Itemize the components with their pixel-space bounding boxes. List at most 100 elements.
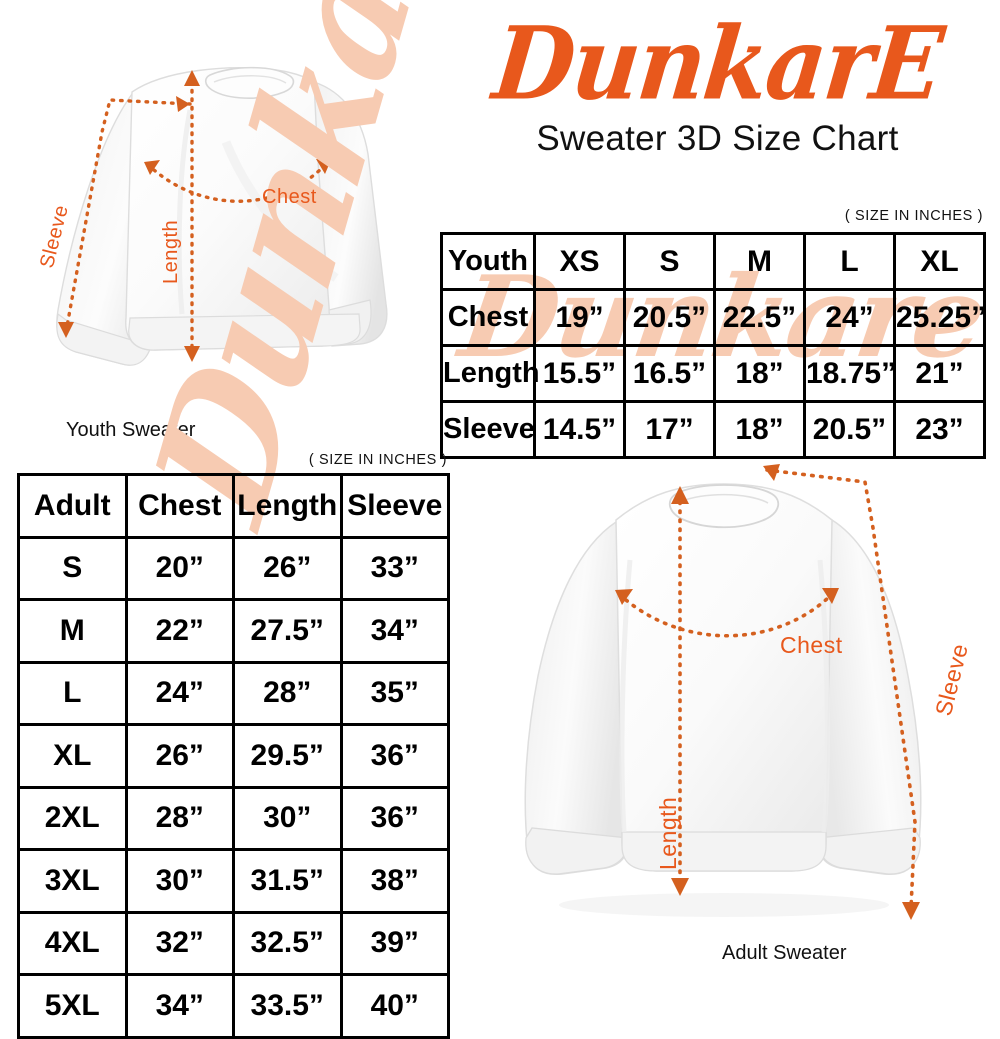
- adult-size-5xl: 5XL: [17, 973, 128, 1039]
- adult-sleeve-arrow-line: [765, 468, 917, 910]
- adult-sleeve-4xl: 39”: [339, 910, 450, 976]
- adult-size-l: L: [17, 660, 128, 726]
- youth-header-cell-4: L: [803, 232, 896, 291]
- adult-header-cell-0: Adult: [17, 473, 128, 539]
- youth-table-header-row: Youth XS S M L XL: [440, 232, 986, 291]
- adult-length-arrow-head-top: [671, 486, 689, 504]
- table-row: S 20” 26” 33”: [17, 535, 450, 601]
- youth-header-cell-2: S: [623, 232, 716, 291]
- youth-sleeve-arrow-line: [64, 98, 192, 334]
- youth-collar: [204, 66, 295, 99]
- adult-chest-3xl: 30”: [124, 848, 235, 914]
- page-title: Sweater 3D Size Chart: [536, 119, 899, 159]
- dunkare-logo: DunkarE: [488, 4, 947, 123]
- adult-length-s: 26”: [232, 535, 343, 601]
- adult-sleeve-2xl: 36”: [339, 785, 450, 851]
- adult-length-arrow-head-bottom: [671, 878, 689, 896]
- adult-chest-m: 22”: [124, 598, 235, 664]
- table-row: L 24” 28” 35”: [17, 660, 450, 726]
- adult-chest-arrow-head-right: [822, 588, 839, 604]
- adult-drop-shadow: [559, 893, 889, 917]
- adult-length-2xl: 30”: [232, 785, 343, 851]
- youth-sweater-caption: Youth Sweater: [66, 419, 196, 441]
- adult-size-4xl: 4XL: [17, 910, 128, 976]
- youth-sleeve-s: 17”: [623, 400, 716, 459]
- adult-header-cell-3: Sleeve: [339, 473, 450, 539]
- table-row: 3XL 30” 31.5” 38”: [17, 848, 450, 914]
- table-row: Length 15.5” 16.5” 18” 18.75” 21”: [440, 344, 986, 403]
- youth-size-table: Youth XS S M L XL Chest 19” 20.5” 22.5” …: [440, 232, 986, 459]
- youth-chest-arrow-head-left: [144, 160, 160, 175]
- adult-chest-arrow-head-left: [615, 589, 633, 605]
- youth-row-label-length: Length: [440, 344, 540, 403]
- youth-chest-m: 22.5”: [713, 288, 806, 347]
- adult-right-sleeve: [816, 518, 922, 876]
- adult-length-4xl: 32.5”: [232, 910, 343, 976]
- youth-row-label-sleeve: Sleeve: [440, 400, 536, 459]
- youth-chest-xl: 25.25”: [893, 288, 986, 347]
- adult-length-5xl: 33.5”: [232, 973, 343, 1039]
- youth-chest-l: 24”: [803, 288, 896, 347]
- adult-chest-2xl: 28”: [124, 785, 235, 851]
- adult-size-s: S: [17, 535, 128, 601]
- adult-table-header-row: Adult Chest Length Sleeve: [17, 473, 450, 539]
- youth-fold-shadow: [176, 109, 193, 315]
- youth-chest-arrow-line: [152, 166, 324, 203]
- youth-highlight: [221, 140, 339, 282]
- adult-chest-l: 24”: [124, 660, 235, 726]
- adult-body: [615, 483, 833, 872]
- adult-sweater-illustration: [524, 464, 922, 920]
- adult-sleeve-3xl: 38”: [339, 848, 450, 914]
- adult-length-label: Length: [655, 796, 681, 870]
- youth-header-cell-1: XS: [533, 232, 626, 291]
- youth-left-cuff: [56, 312, 152, 366]
- youth-size-unit-note: ( SIZE IN INCHES ): [844, 208, 983, 224]
- adult-chest-4xl: 32”: [124, 910, 235, 976]
- adult-right-seam-shadow: [817, 559, 830, 833]
- youth-chest-xs: 19”: [533, 288, 626, 347]
- youth-length-arrow-head-bottom: [184, 346, 200, 362]
- youth-header-cell-3: M: [713, 232, 806, 291]
- adult-sleeve-l: 35”: [339, 660, 450, 726]
- table-row: XL 26” 29.5” 36”: [17, 723, 450, 789]
- youth-length-l: 18.75”: [803, 344, 896, 403]
- adult-sleeve-arrow-head-top: [763, 464, 780, 481]
- youth-chest-label: Chest: [262, 186, 317, 208]
- adult-length-m: 27.5”: [232, 598, 343, 664]
- adult-sleeve-5xl: 40”: [339, 973, 450, 1039]
- adult-chest-s: 20”: [124, 535, 235, 601]
- adult-chest-arrow-line: [624, 596, 830, 638]
- adult-length-l: 28”: [232, 660, 343, 726]
- adult-collar: [668, 484, 780, 529]
- adult-size-unit-note: ( SIZE IN INCHES ): [308, 452, 447, 468]
- youth-row-label-chest: Chest: [440, 288, 536, 347]
- youth-collar-inner: [213, 75, 287, 84]
- table-row: 2XL 28” 30” 36”: [17, 785, 450, 851]
- youth-length-arrow-head-top: [184, 70, 200, 86]
- youth-length-s: 16.5”: [623, 344, 716, 403]
- youth-length-xs: 15.5”: [533, 344, 626, 403]
- table-row: 4XL 32” 32.5” 39”: [17, 910, 450, 976]
- adult-size-xl: XL: [17, 723, 128, 789]
- adult-size-2xl: 2XL: [17, 785, 128, 851]
- adult-sleeve-arrow-head-bottom: [902, 902, 920, 920]
- youth-sleeve-xl: 23”: [893, 400, 986, 459]
- adult-chest-xl: 26”: [124, 723, 235, 789]
- adult-sweater-caption: Adult Sweater: [722, 942, 847, 964]
- youth-sleeve-m: 18”: [713, 400, 806, 459]
- adult-length-3xl: 31.5”: [232, 848, 343, 914]
- brand-block: DunkarE Sweater 3D Size Chart: [445, 5, 990, 159]
- adult-left-sleeve: [524, 520, 630, 876]
- adult-header-cell-2: Length: [232, 473, 343, 539]
- adult-chest-5xl: 34”: [124, 973, 235, 1039]
- table-row: Sleeve 14.5” 17” 18” 20.5” 23”: [440, 400, 986, 459]
- adult-collar-inner: [679, 493, 769, 504]
- youth-length-m: 18”: [713, 344, 806, 403]
- adult-size-m: M: [17, 598, 128, 664]
- youth-length-label: Length: [160, 219, 182, 284]
- youth-sleeve-l: 20.5”: [803, 400, 896, 459]
- table-row: M 22” 27.5” 34”: [17, 598, 450, 664]
- youth-sleeve-arrow-head-bottom: [58, 322, 74, 338]
- adult-sleeve-s: 33”: [339, 535, 450, 601]
- adult-length-xl: 29.5”: [232, 723, 343, 789]
